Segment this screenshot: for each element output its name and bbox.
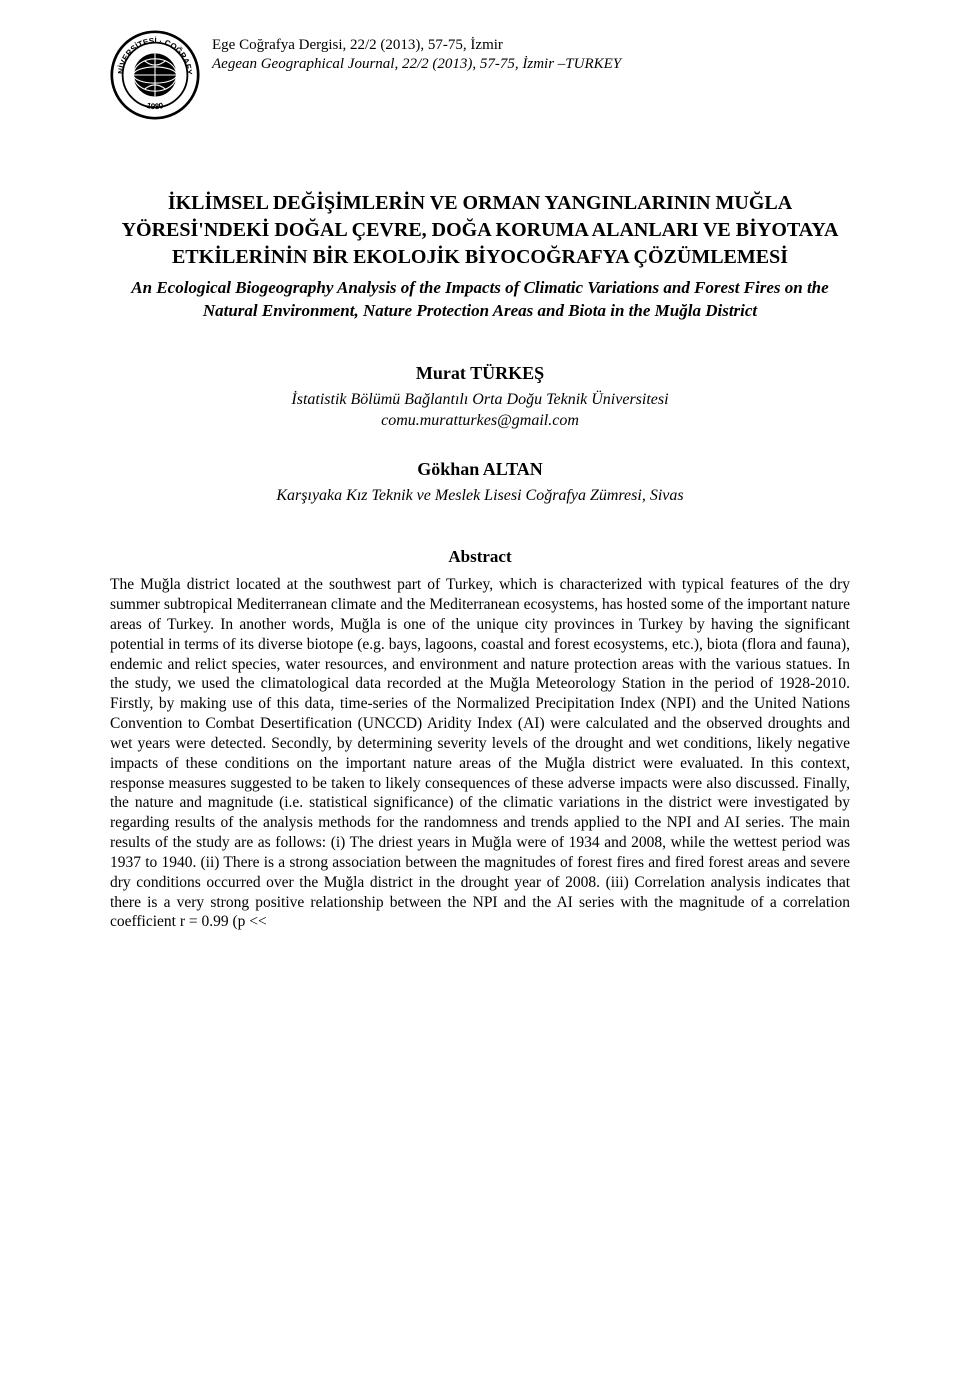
abstract-heading: Abstract — [110, 547, 850, 567]
svg-text:1980: 1980 — [146, 101, 165, 111]
journal-logo: ÜNİVERSİTESİ · COĞRAFYA 1980 — [110, 30, 200, 120]
abstract-body: The Muğla district located at the southw… — [110, 575, 850, 932]
logo-year-text: 1980 — [146, 101, 165, 111]
journal-header: ÜNİVERSİTESİ · COĞRAFYA 1980 Ege Coğrafy… — [110, 30, 850, 120]
author-affiliation: İstatistik Bölümü Bağlantılı Orta Doğu T… — [110, 390, 850, 411]
article-title-en: An Ecological Biogeography Analysis of t… — [110, 277, 850, 323]
journal-citation: Ege Coğrafya Dergisi, 22/2 (2013), 57-75… — [212, 30, 621, 74]
author-block-1: Murat TÜRKEŞ İstatistik Bölümü Bağlantıl… — [110, 363, 850, 432]
journal-line-en: Aegean Geographical Journal, 22/2 (2013)… — [212, 55, 621, 74]
title-block: İKLİMSEL DEĞİŞİMLERİN VE ORMAN YANGINLAR… — [110, 190, 850, 323]
author-affiliation: Karşıyaka Kız Teknik ve Meslek Lisesi Co… — [110, 486, 850, 507]
article-title-tr: İKLİMSEL DEĞİŞİMLERİN VE ORMAN YANGINLAR… — [110, 190, 850, 271]
author-name: Murat TÜRKEŞ — [110, 363, 850, 384]
journal-line-tr: Ege Coğrafya Dergisi, 22/2 (2013), 57-75… — [212, 36, 621, 55]
author-block-2: Gökhan ALTAN Karşıyaka Kız Teknik ve Mes… — [110, 459, 850, 507]
author-email: comu.muratturkes@gmail.com — [110, 411, 850, 432]
author-name: Gökhan ALTAN — [110, 459, 850, 480]
